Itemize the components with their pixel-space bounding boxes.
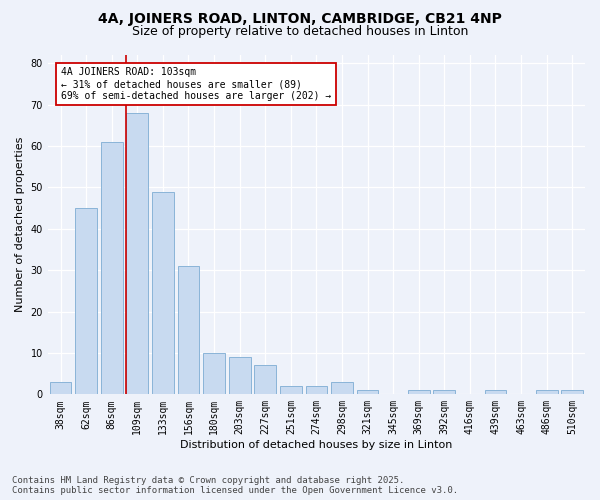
Text: 4A, JOINERS ROAD, LINTON, CAMBRIDGE, CB21 4NP: 4A, JOINERS ROAD, LINTON, CAMBRIDGE, CB2… xyxy=(98,12,502,26)
X-axis label: Distribution of detached houses by size in Linton: Distribution of detached houses by size … xyxy=(180,440,452,450)
Bar xyxy=(229,357,251,395)
Text: Contains HM Land Registry data © Crown copyright and database right 2025.
Contai: Contains HM Land Registry data © Crown c… xyxy=(12,476,458,495)
Bar xyxy=(127,113,148,394)
Bar xyxy=(356,390,379,394)
Bar xyxy=(50,382,71,394)
Bar xyxy=(280,386,302,394)
Bar xyxy=(331,382,353,394)
Bar xyxy=(305,386,327,394)
Bar xyxy=(433,390,455,394)
Bar xyxy=(203,353,225,395)
Bar xyxy=(178,266,199,394)
Bar xyxy=(75,208,97,394)
Text: Size of property relative to detached houses in Linton: Size of property relative to detached ho… xyxy=(132,25,468,38)
Bar xyxy=(408,390,430,394)
Bar xyxy=(485,390,506,394)
Bar xyxy=(152,192,174,394)
Bar xyxy=(536,390,557,394)
Bar xyxy=(562,390,583,394)
Text: 4A JOINERS ROAD: 103sqm
← 31% of detached houses are smaller (89)
69% of semi-de: 4A JOINERS ROAD: 103sqm ← 31% of detache… xyxy=(61,68,331,100)
Bar xyxy=(101,142,122,395)
Y-axis label: Number of detached properties: Number of detached properties xyxy=(15,137,25,312)
Bar xyxy=(254,366,276,394)
